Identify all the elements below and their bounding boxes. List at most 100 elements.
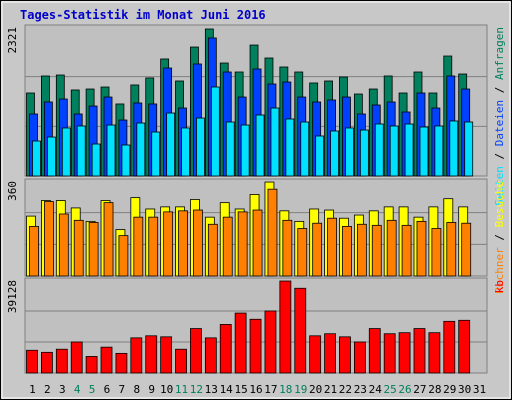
bar (193, 209, 203, 277)
bar (190, 328, 202, 374)
bar (240, 124, 250, 177)
legend-separator: / (493, 146, 506, 166)
x-tick-label: 15 (234, 383, 247, 396)
bar (330, 130, 339, 177)
bar (225, 121, 235, 177)
bar (91, 143, 101, 177)
legend-entry: Dateien (493, 100, 506, 146)
bar (219, 324, 232, 374)
chart-title: Tages-Statistik im Monat Juni 2016 (20, 8, 266, 22)
x-tick-label: 21 (324, 383, 337, 396)
bar (419, 126, 429, 177)
bar (449, 120, 459, 177)
legend-entry: Seiten (493, 166, 506, 206)
bar (327, 217, 337, 277)
y-tick-label: 360 (6, 181, 19, 201)
bar (386, 219, 397, 277)
legend-entry: kb (493, 280, 506, 293)
bar (458, 319, 471, 374)
bar (118, 235, 129, 277)
bar (356, 223, 367, 277)
x-tick-label: 1 (29, 383, 36, 396)
x-tick-label: 8 (133, 383, 140, 396)
bar (61, 127, 71, 177)
bar (41, 351, 53, 374)
bar (163, 211, 174, 277)
x-tick-label: 9 (148, 383, 155, 396)
bar (151, 131, 161, 177)
bar (222, 216, 233, 277)
bar (47, 136, 56, 177)
y-tick-label: 39128 (6, 280, 19, 313)
x-tick-label: 13 (205, 383, 218, 396)
bar (353, 341, 366, 374)
bar (401, 224, 412, 277)
bar (443, 320, 456, 374)
bar (252, 209, 263, 277)
bar (383, 333, 396, 374)
bar (371, 224, 382, 277)
bar (461, 222, 472, 277)
bar (374, 123, 384, 177)
legend-separator: / (493, 80, 506, 100)
x-tick-label: 3 (59, 383, 66, 396)
bar (32, 140, 41, 177)
bar (345, 127, 354, 177)
x-tick-label: 11 (175, 383, 188, 396)
legend-entry: Rechner (493, 247, 506, 294)
bar (431, 228, 442, 277)
bar (115, 352, 128, 374)
x-tick-label: 26 (398, 383, 411, 396)
bar (255, 114, 265, 177)
bar (342, 225, 352, 277)
bar (58, 213, 69, 277)
bar (103, 202, 114, 277)
bar (196, 117, 205, 177)
bar (148, 216, 159, 277)
bar (85, 356, 98, 374)
x-tick-label: 29 (443, 383, 456, 396)
bar (204, 337, 217, 374)
legend: kb (493, 280, 506, 293)
x-tick-label: 18 (279, 383, 292, 396)
bar (368, 328, 381, 374)
x-tick-label: 14 (220, 383, 234, 396)
bar (312, 222, 323, 277)
bar (29, 225, 39, 277)
bar (145, 335, 158, 374)
legend-entry: Besuche (493, 181, 506, 227)
bar (121, 144, 131, 177)
bar (175, 348, 187, 374)
bar (210, 86, 220, 177)
legend: Seiten / Dateien / Anfragen (493, 27, 506, 206)
bar (434, 125, 444, 177)
bar (237, 211, 248, 277)
x-tick-label: 4 (74, 383, 81, 396)
bar (207, 223, 218, 277)
bar (267, 188, 278, 277)
legend: Rechner / Besuche (493, 181, 506, 294)
bar (464, 121, 474, 177)
y-tick-label: 2321 (6, 27, 19, 54)
x-tick-label: 19 (294, 383, 307, 396)
x-tick-label: 7 (119, 383, 126, 396)
bar (315, 135, 325, 177)
x-tick-label: 10 (160, 383, 173, 396)
bar (178, 210, 188, 277)
legend-separator: / (493, 227, 506, 247)
bar (160, 336, 173, 374)
bar (389, 125, 399, 177)
bar (279, 280, 292, 374)
bar (285, 118, 295, 177)
x-tick-label: 22 (339, 383, 352, 396)
bar (100, 346, 113, 374)
bar (166, 112, 176, 177)
bar (26, 349, 38, 374)
bar (300, 121, 310, 177)
bar (76, 125, 86, 177)
bar (270, 107, 280, 177)
bar (428, 332, 441, 374)
x-tick-label: 5 (89, 383, 96, 396)
bar (133, 216, 144, 277)
x-tick-label: 17 (264, 383, 277, 396)
